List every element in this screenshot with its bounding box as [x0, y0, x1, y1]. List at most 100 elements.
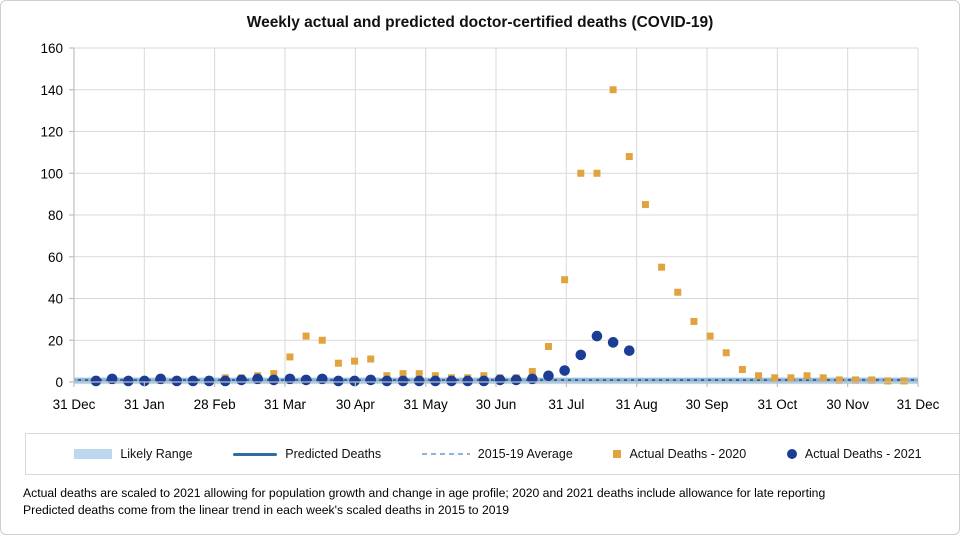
data-point-2020	[415, 370, 423, 378]
data-point-2020	[803, 372, 811, 380]
data-point-2020	[755, 372, 763, 380]
footnote-line-1: Actual deaths are scaled to 2021 allowin…	[23, 486, 826, 500]
y-tick-label: 140	[40, 83, 63, 98]
data-point-2020	[528, 368, 536, 376]
data-point-2020	[771, 374, 779, 382]
y-tick-label: 160	[40, 41, 63, 56]
y-tick-label: 20	[48, 333, 63, 348]
data-point-2021	[462, 375, 473, 387]
x-tick-label: 31 Aug	[616, 397, 658, 412]
data-point-2020	[722, 349, 730, 357]
data-point-2021	[543, 370, 554, 382]
data-point-2021	[559, 365, 570, 376]
data-point-2021	[430, 375, 441, 387]
data-point-2021	[90, 375, 102, 387]
data-point-2020	[318, 336, 326, 344]
data-point-2020	[286, 353, 294, 361]
legend-item-circle: Actual Deaths - 2021	[786, 447, 922, 461]
x-tick-label: 30 Sep	[686, 397, 729, 412]
data-point-2020	[819, 374, 827, 382]
data-point-2021	[607, 337, 619, 348]
x-tick-label: 31 Jan	[124, 397, 165, 412]
data-point-2020	[738, 365, 746, 373]
chart-title: Weekly actual and predicted doctor-certi…	[246, 14, 714, 31]
data-point-2021	[236, 374, 247, 386]
data-point-2020	[641, 201, 649, 209]
legend-label: Actual Deaths - 2021	[804, 447, 922, 461]
data-point-2021	[171, 375, 183, 387]
plot-area: 0 20 40 60 80 100 120 140 160 31 Dec 31 Jan 28 Feb 3…	[40, 41, 940, 412]
data-point-2021	[349, 375, 360, 387]
data-point-2021	[397, 375, 409, 387]
data-point-2021	[203, 375, 215, 387]
data-point-2020	[561, 276, 569, 284]
data-point-2020	[334, 359, 342, 367]
x-tick-label: 31 Mar	[264, 397, 307, 412]
data-point-2020	[367, 355, 375, 363]
x-tick-label: 31 May	[404, 397, 449, 412]
data-point-2020	[544, 343, 552, 351]
legend-label: Actual Deaths - 2020	[629, 447, 747, 461]
data-point-2020	[302, 332, 310, 340]
data-point-2020	[868, 376, 876, 384]
x-tick-label: 31 Dec	[897, 397, 940, 412]
data-point-2020	[609, 86, 617, 94]
y-tick-label: 0	[55, 375, 63, 390]
data-point-2021	[187, 375, 199, 387]
legend-item-band: Likely Range	[74, 447, 193, 461]
data-point-2021	[123, 375, 134, 387]
data-point-2021	[510, 374, 522, 386]
square-swatch-icon	[613, 450, 622, 458]
x-tick-label: 30 Apr	[336, 397, 376, 412]
line-swatch-icon	[233, 452, 278, 456]
data-point-2021	[333, 375, 344, 387]
legend-label: 2015-19 Average	[477, 447, 573, 461]
footnotes: Actual deaths are scaled to 2021 allowin…	[23, 485, 938, 519]
data-point-2021	[478, 375, 490, 387]
data-point-2020	[900, 377, 908, 385]
data-point-2020	[399, 370, 407, 378]
data-point-2020	[835, 376, 843, 384]
data-point-2021	[381, 375, 393, 387]
data-point-2021	[365, 374, 377, 386]
circle-swatch-icon	[786, 449, 797, 459]
y-tick-label: 100	[40, 166, 63, 181]
band-swatch-icon	[74, 449, 113, 459]
x-tick-label: 28 Feb	[194, 397, 236, 412]
data-point-2021	[219, 375, 231, 387]
x-tick-label: 31 Dec	[53, 397, 96, 412]
data-point-2021	[591, 330, 603, 342]
data-point-2020	[351, 357, 359, 365]
data-point-2020	[787, 374, 795, 382]
data-point-2021	[413, 375, 425, 387]
data-point-2021	[575, 349, 587, 361]
legend-label: Likely Range	[120, 447, 193, 461]
data-point-2020	[270, 370, 278, 378]
x-tick-label: 31 Jul	[548, 397, 584, 412]
footnote-line-2: Predicted deaths come from the linear tr…	[23, 503, 510, 517]
legend: Likely Range Predicted Deaths 2015-19 Aver…	[25, 433, 959, 475]
y-tick-label: 40	[48, 292, 63, 307]
legend-item-dashed: 2015-19 Average	[421, 447, 573, 461]
data-point-2020	[884, 377, 892, 385]
data-point-2020	[593, 169, 601, 177]
data-point-2020	[674, 288, 682, 296]
data-point-2020	[625, 153, 633, 161]
x-tick-label: 30 Jun	[476, 397, 517, 412]
data-point-2021	[139, 375, 150, 387]
data-point-2021	[446, 375, 457, 387]
y-tick-label: 60	[48, 250, 63, 265]
legend-item-line: Predicted Deaths	[233, 447, 381, 461]
x-tick-label: 30 Nov	[826, 397, 869, 412]
dashed-swatch-icon	[421, 453, 470, 455]
legend-item-square: Actual Deaths - 2020	[613, 447, 746, 461]
data-point-2020	[706, 332, 714, 340]
data-point-2021	[268, 374, 280, 386]
y-tick-label: 120	[40, 125, 63, 140]
data-point-2020	[690, 317, 698, 325]
y-tick-label: 80	[48, 208, 63, 223]
data-point-2020	[852, 376, 860, 384]
data-point-2020	[658, 263, 666, 271]
x-tick-label: 31 Oct	[757, 397, 797, 412]
